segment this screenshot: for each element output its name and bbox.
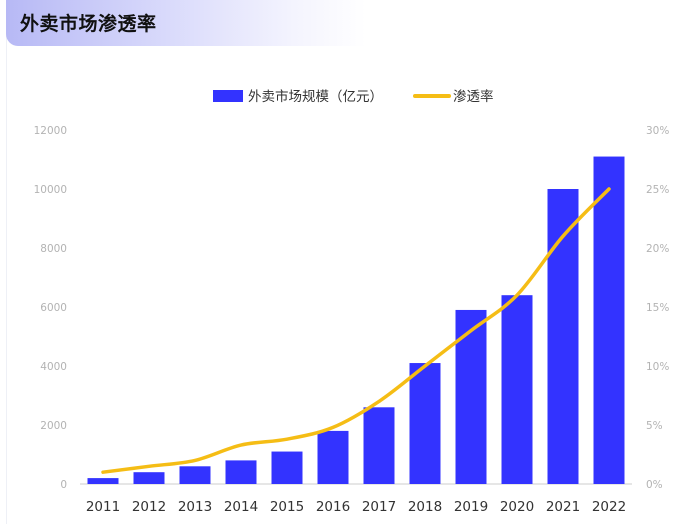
x-tick-label: 2019 xyxy=(454,499,488,515)
bar xyxy=(179,466,211,484)
bar xyxy=(363,407,395,484)
y-right-tick-label: 30% xyxy=(646,125,669,137)
bar xyxy=(455,309,487,484)
penetration-rate-line xyxy=(101,187,611,474)
x-tick-label: 2020 xyxy=(500,499,534,515)
y-right-tick-label: 20% xyxy=(646,243,669,255)
x-tick-label: 2017 xyxy=(362,499,396,515)
legend-bar-swatch xyxy=(213,90,243,102)
x-tick-label: 2011 xyxy=(86,499,120,515)
bar xyxy=(547,189,579,484)
y-left-tick-label: 4000 xyxy=(40,361,67,373)
x-tick-label: 2018 xyxy=(408,499,442,515)
y-right-tick-label: 10% xyxy=(646,361,669,373)
y-right-tick-label: 0% xyxy=(646,479,663,491)
bar xyxy=(409,363,441,484)
bar xyxy=(317,430,349,484)
bar xyxy=(501,295,533,484)
x-tick-label: 2016 xyxy=(316,499,350,515)
legend-line-label: 渗透率 xyxy=(453,88,494,105)
page-title: 外卖市场渗透率 xyxy=(20,13,157,35)
y-left-tick-label: 10000 xyxy=(34,184,67,196)
bar xyxy=(271,451,303,484)
x-tick-label: 2022 xyxy=(592,499,626,515)
y-right-tick-label: 5% xyxy=(646,420,663,432)
title-bar: 外卖市场渗透率 xyxy=(6,0,366,46)
x-tick-label: 2012 xyxy=(132,499,166,515)
x-tick-label: 2013 xyxy=(178,499,212,515)
bar xyxy=(225,460,257,484)
y-left-tick-label: 2000 xyxy=(40,420,67,432)
legend-bar-label: 外卖市场规模（亿元） xyxy=(248,88,383,105)
bar xyxy=(133,472,165,484)
y-left-tick-label: 12000 xyxy=(34,125,67,137)
y-left-tick-label: 0 xyxy=(60,479,67,491)
x-tick-label: 2014 xyxy=(224,499,258,515)
y-right-tick-label: 25% xyxy=(646,184,669,196)
bar xyxy=(87,478,119,484)
bar xyxy=(593,156,625,485)
y-right-tick-label: 15% xyxy=(646,302,669,314)
x-tick-label: 2021 xyxy=(546,499,580,515)
x-tick-label: 2015 xyxy=(270,499,304,515)
y-left-tick-label: 8000 xyxy=(40,243,67,255)
y-left-tick-label: 6000 xyxy=(40,302,67,314)
